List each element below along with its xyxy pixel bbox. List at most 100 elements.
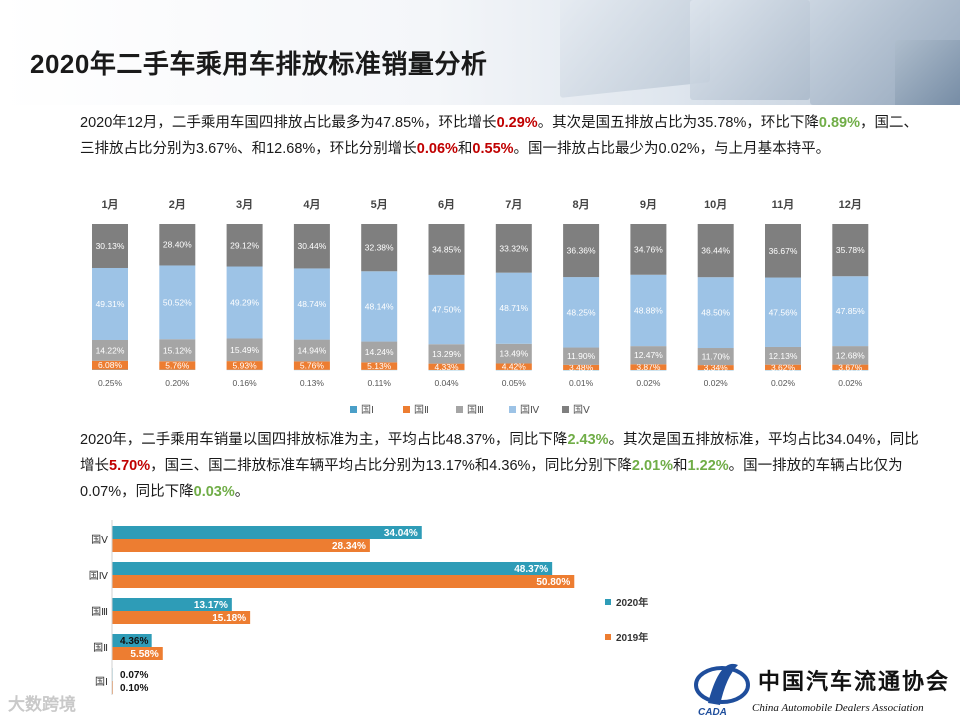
data-label: 0.16% xyxy=(233,378,258,388)
data-label: 15.12% xyxy=(163,345,192,355)
bar-segment xyxy=(293,361,330,370)
highlight-decrease: 1.22% xyxy=(687,458,729,474)
bar-segment xyxy=(428,344,465,364)
data-label: 14.24% xyxy=(365,347,394,357)
highlight-decrease: 0.89% xyxy=(818,115,860,131)
bar-segment xyxy=(428,274,465,345)
decorative-cube xyxy=(895,40,960,105)
y-tick-label: 国Ⅱ xyxy=(93,642,108,654)
bar-segment xyxy=(495,224,532,273)
x-tick-label: 5月 xyxy=(371,198,388,211)
data-label: 48.88% xyxy=(634,305,663,315)
data-label: 29.12% xyxy=(230,240,259,250)
bar-segment xyxy=(563,347,600,365)
data-label: 49.31% xyxy=(96,299,125,309)
bar-segment xyxy=(159,224,196,266)
legend-swatch xyxy=(456,406,463,413)
x-tick-label: 12月 xyxy=(839,198,862,211)
data-label: 5.13% xyxy=(367,361,392,371)
highlight-decrease: 2.01% xyxy=(631,458,674,474)
data-label: 3.62% xyxy=(771,362,796,372)
x-tick-label: 8月 xyxy=(573,198,590,211)
text-run: 2020年12月，二手乘用车国四排放占比最多为47.85%，环比增长 xyxy=(80,115,497,131)
bar-segment xyxy=(92,360,128,370)
bar-segment xyxy=(361,224,398,272)
data-label: 3.34% xyxy=(704,363,729,373)
highlight-increase: 5.70% xyxy=(109,458,151,474)
data-label: 34.76% xyxy=(634,244,663,254)
data-label: 34.04% xyxy=(384,528,418,539)
data-label: 0.05% xyxy=(502,378,527,388)
bar-segment xyxy=(765,346,801,365)
data-label: 0.11% xyxy=(367,378,391,388)
x-tick-label: 3月 xyxy=(236,198,253,211)
data-label: 13.49% xyxy=(499,349,528,359)
data-label: 3.87% xyxy=(636,362,661,372)
x-tick-label: 10月 xyxy=(704,198,727,211)
x-tick-label: 6月 xyxy=(438,198,455,211)
text-run: ，国二、三排放占比分别为3.67%、和12.68%，环比分别增长 xyxy=(80,115,918,157)
legend-label: 国Ⅲ xyxy=(467,404,484,416)
monthly-stacked-bar-chart: 1月 0.25% 6.08% 14.22% 49.31% 30.13% 2月 0.20% 5.7… xyxy=(92,198,869,416)
data-label: 4.33% xyxy=(434,362,459,372)
bar xyxy=(112,562,553,575)
data-label: 12.13% xyxy=(769,351,798,361)
legend-label: 国Ⅳ xyxy=(520,404,540,416)
logo-name-cn: 中国汽车流通协会 xyxy=(758,669,950,695)
data-label: 50.80% xyxy=(536,577,570,588)
x-tick-label: 11月 xyxy=(772,198,795,211)
data-label: 0.02% xyxy=(636,378,661,388)
bar-segment xyxy=(92,224,128,268)
bar-segment xyxy=(293,224,330,269)
bar-segment xyxy=(428,363,465,370)
bar-segment xyxy=(495,343,532,364)
legend-swatch xyxy=(562,406,569,413)
legend-swatch xyxy=(350,406,357,413)
data-label: 0.04% xyxy=(434,378,459,388)
bar-segment xyxy=(832,224,869,277)
bar-segment xyxy=(159,361,196,370)
bar-segment xyxy=(226,361,263,370)
bar-segment xyxy=(630,224,667,275)
legend-swatch xyxy=(509,406,516,413)
data-label: 14.94% xyxy=(297,345,326,355)
data-label: 48.14% xyxy=(365,301,394,311)
data-label: 13.29% xyxy=(432,349,461,359)
legend-label: 2020年 xyxy=(616,596,648,609)
bar xyxy=(112,647,163,660)
bar-segment xyxy=(495,272,532,344)
data-label: 47.56% xyxy=(769,307,798,317)
data-label: 5.58% xyxy=(130,649,158,660)
annual-horizontal-bar-chart: 国Ⅴ 34.04% 28.34% 国Ⅳ 48.37% 50.80% 国Ⅲ 13.17% 15.1… xyxy=(89,520,648,695)
data-label: 50.52% xyxy=(163,297,192,307)
data-label: 49.29% xyxy=(230,298,259,308)
text-run: 和 xyxy=(457,141,473,157)
bar-segment xyxy=(697,277,734,349)
data-label: 0.20% xyxy=(165,378,190,388)
y-tick-label: 国Ⅰ xyxy=(95,676,108,688)
bar xyxy=(112,634,152,647)
bar-segment xyxy=(361,271,398,342)
x-tick-label: 2月 xyxy=(169,198,186,211)
bar-segment xyxy=(563,364,600,370)
text-run: 和 xyxy=(673,458,688,474)
bar-segment xyxy=(293,339,330,362)
legend-label: 国Ⅴ xyxy=(573,404,590,416)
bar-segment xyxy=(765,224,801,278)
bar-segment xyxy=(563,224,600,278)
bar-segment xyxy=(697,348,734,366)
bar-segment xyxy=(226,224,263,267)
x-tick-label: 9月 xyxy=(640,198,657,211)
data-label: 15.49% xyxy=(230,345,259,355)
data-label: 11.90% xyxy=(567,351,596,361)
data-label: 0.07% xyxy=(120,670,148,681)
text-run: 。其次是国五排放占比为35.78%，环比下降 xyxy=(537,115,819,131)
data-label: 0.02% xyxy=(771,378,796,388)
bar-segment xyxy=(226,266,263,339)
data-label: 48.71% xyxy=(499,303,528,313)
data-label: 5.93% xyxy=(233,360,258,370)
bar-segment xyxy=(832,276,869,347)
decorative-cube xyxy=(690,0,810,100)
bar xyxy=(112,575,575,588)
summary-paragraph-annual: 2020年，二手乘用车销量以国四排放标准为主，平均占比48.37%，同比下降2.… xyxy=(80,427,930,505)
